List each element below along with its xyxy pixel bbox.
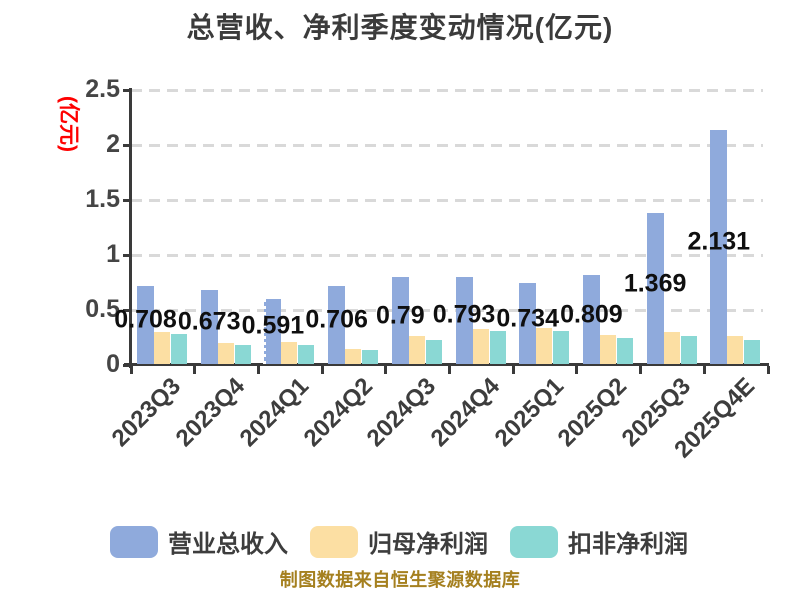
bar-归母净利润-2023Q4 [217, 343, 234, 364]
x-tick-3 [320, 366, 324, 374]
bar-扣非净利润-2024Q4 [489, 331, 506, 364]
gridline-1.5 [131, 198, 763, 202]
y-tick-1 [123, 253, 131, 257]
bar-扣非净利润-2025Q1 [553, 331, 570, 364]
y-tick-label-2.5: 2.5 [85, 75, 120, 103]
dotted-edge-marker [263, 299, 267, 364]
value-label-2024Q3: 0.79 [375, 301, 425, 330]
bar-扣非净利润-2023Q3 [171, 334, 187, 364]
y-tick-2 [123, 143, 131, 147]
x-tick-4 [384, 366, 388, 374]
bar-营业总收入-2024Q1 [264, 299, 282, 364]
legend-swatch-non-gaap [510, 525, 558, 558]
bar-扣非净利润-2023Q4 [234, 345, 251, 364]
bar-归母净利润-2025Q3 [663, 332, 680, 364]
legend-item-net-profit: 归母净利润 [310, 524, 488, 559]
bar-扣非净利润-2025Q3 [680, 336, 697, 364]
gridline-2.5 [131, 88, 763, 92]
y-tick-label-1: 1 [106, 240, 120, 268]
legend-swatch-revenue [110, 525, 158, 558]
bar-归母净利润-2025Q2 [599, 335, 616, 364]
x-tick-1 [193, 366, 197, 374]
legend-item-non-gaap: 扣非净利润 [510, 524, 688, 559]
bar-营业总收入-2025Q4E [710, 130, 728, 364]
legend-label-non-gaap: 扣非净利润 [568, 531, 688, 558]
x-tick-label-2023Q4: 2023Q4 [170, 372, 251, 453]
bar-营业总收入-2023Q3 [137, 286, 154, 364]
y-tick-1.5 [123, 198, 131, 202]
bar-扣非净利润-2024Q2 [362, 350, 379, 364]
x-tick-6 [511, 366, 515, 374]
bar-扣非净利润-2024Q1 [298, 345, 315, 364]
y-tick-label-1.5: 1.5 [85, 185, 120, 213]
bar-扣非净利润-2025Q2 [616, 338, 633, 364]
y-tick-label-0: 0 [106, 350, 120, 378]
gridline-0.5 [131, 308, 763, 312]
legend-item-revenue: 营业总收入 [110, 524, 288, 559]
y-tick-label-2: 2 [106, 130, 120, 158]
x-tick-label-2024Q1: 2024Q1 [234, 372, 314, 453]
y-tick-2.5 [123, 88, 131, 92]
legend-swatch-net-profit [310, 525, 358, 558]
bar-归母净利润-2024Q4 [472, 329, 489, 364]
value-label-2025Q2: 0.809 [560, 300, 623, 328]
x-tick-9 [702, 366, 706, 374]
x-axis [124, 363, 769, 366]
bar-归母净利润-2025Q4E [727, 336, 744, 364]
bar-营业总收入-2025Q2 [582, 275, 600, 364]
x-tick-10 [766, 366, 770, 374]
value-label-2024Q2: 0.706 [305, 305, 368, 334]
x-tick-label-2025Q1: 2025Q1 [489, 372, 569, 453]
legend-label-revenue: 营业总收入 [168, 531, 288, 558]
bar-归母净利润-2025Q1 [536, 328, 553, 364]
value-label-2025Q4E: 2.131 [687, 227, 751, 256]
bar-归母净利润-2024Q3 [408, 336, 425, 364]
value-label-2024Q4: 0.793 [432, 300, 496, 329]
gridline-1 [131, 253, 763, 257]
x-tick-label-2024Q4: 2024Q4 [425, 372, 506, 453]
y-axis [129, 88, 132, 368]
value-label-2025Q1: 0.734 [496, 304, 559, 333]
bar-归母净利润-2024Q2 [345, 349, 362, 364]
bar-营业总收入-2025Q1 [519, 283, 537, 364]
bar-营业总收入-2024Q3 [391, 277, 409, 364]
x-tick-label-2024Q2: 2024Q2 [298, 372, 378, 453]
bar-营业总收入-2024Q4 [455, 277, 473, 364]
x-tick-label-2023Q3: 2023Q3 [107, 372, 187, 453]
x-tick-8 [639, 366, 643, 374]
x-tick-0 [129, 366, 133, 374]
bar-扣非净利润-2025Q4E [744, 340, 761, 364]
bar-归母净利润-2024Q1 [281, 342, 298, 364]
value-label-2024Q1: 0.591 [241, 311, 305, 340]
x-tick-label-2024Q3: 2024Q3 [361, 372, 442, 453]
x-tick-label-2025Q2: 2025Q2 [552, 372, 633, 453]
value-label-2023Q3: 0.708 [114, 305, 177, 334]
value-label-2025Q3: 1.369 [623, 269, 687, 298]
bar-营业总收入-2024Q2 [328, 286, 346, 364]
x-tick-7 [575, 366, 579, 374]
gridline-2 [131, 143, 763, 147]
bar-营业总收入-2023Q4 [200, 290, 218, 364]
x-tick-2 [256, 366, 260, 374]
value-label-2023Q4: 0.673 [177, 307, 241, 336]
y-tick-0.5 [123, 308, 131, 312]
legend-label-net-profit: 归母净利润 [368, 531, 488, 558]
y-tick-label-0.5: 0.5 [85, 295, 120, 323]
bar-归母净利润-2023Q3 [154, 332, 170, 364]
chart-title: 总营收、净利季度变动情况(亿元) [186, 12, 614, 43]
x-tick-5 [448, 366, 451, 374]
bar-营业总收入-2025Q3 [646, 213, 664, 364]
data-source-note: 制图数据来自恒生聚源数据库 [279, 570, 521, 590]
bar-扣非净利润-2024Q3 [425, 340, 442, 364]
